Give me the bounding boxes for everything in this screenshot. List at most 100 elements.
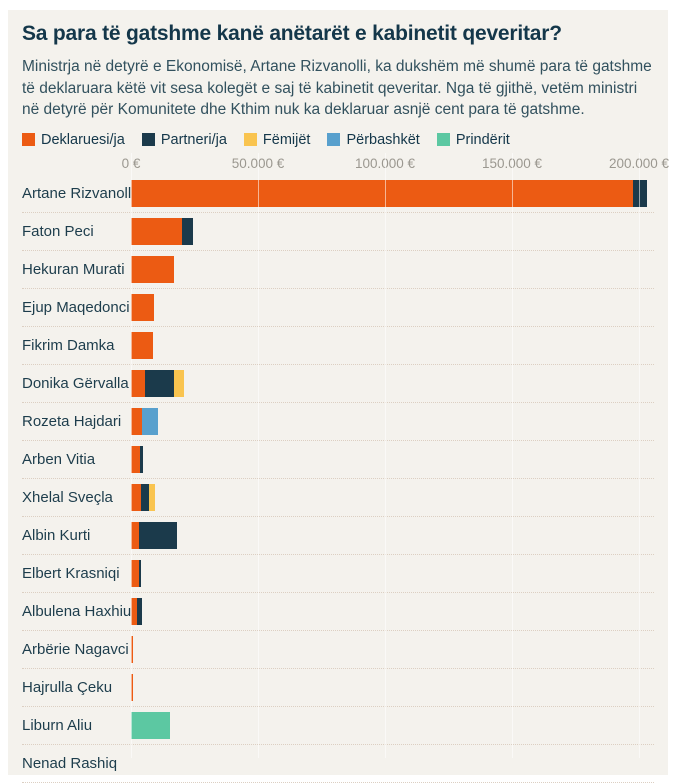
- row-label: Liburn Aliu: [22, 717, 131, 734]
- legend-swatch-perbashket: [327, 133, 340, 146]
- row-label: Artane Rizvanolli: [22, 185, 131, 202]
- bar-segment: [145, 370, 174, 397]
- row-label: Ejup Maqedonci: [22, 299, 131, 316]
- bar-segment: [139, 560, 142, 587]
- chart-row: Liburn Aliu: [22, 707, 654, 745]
- bar: [131, 484, 654, 511]
- bar: [131, 560, 654, 587]
- bar-segment: [131, 180, 633, 207]
- chart-row: Hekuran Murati: [22, 251, 654, 289]
- chart-row: Xhelal Sveçla: [22, 479, 654, 517]
- page-title: Sa para të gatshme kanë anëtarët e kabin…: [22, 22, 654, 46]
- legend-label: Partneri/ja: [161, 132, 227, 148]
- axis-tick-label: 150.000 €: [482, 156, 542, 171]
- legend-label: Fëmijët: [263, 132, 311, 148]
- bar: [131, 370, 654, 397]
- bar: [131, 180, 654, 207]
- row-label: Hajrulla Çeku: [22, 679, 131, 696]
- legend-label: Përbashkët: [346, 132, 419, 148]
- stacked-bar-chart: 0 €50.000 €100.000 €150.000 €200.000 € A…: [22, 153, 654, 783]
- chart-row: Fikrim Damka: [22, 327, 654, 365]
- legend-swatch-partneri: [142, 133, 155, 146]
- bar: [131, 750, 654, 777]
- row-label: Hekuran Murati: [22, 261, 131, 278]
- bar-segment: [131, 408, 142, 435]
- row-label: Fikrim Damka: [22, 337, 131, 354]
- chart-rows: Artane Rizvanolli Faton Peci Hekuran Murat…: [22, 175, 654, 783]
- chart-row: Arben Vitia: [22, 441, 654, 479]
- row-label: Arbërie Nagavci: [22, 641, 131, 658]
- axis-tick-label: 0 €: [122, 156, 141, 171]
- axis-tick-label: 200.000 €: [609, 156, 669, 171]
- chart-legend: Deklaruesi/ja Partneri/ja Fëmijët Përbashkë…: [22, 131, 654, 149]
- bar: [131, 522, 654, 549]
- bar-segment: [174, 370, 184, 397]
- chart-row: Albin Kurti: [22, 517, 654, 555]
- bar: [131, 636, 654, 663]
- row-label: Elbert Krasniqi: [22, 565, 131, 582]
- bar-segment: [137, 598, 142, 625]
- bar-segment: [139, 522, 178, 549]
- chart-row: Rozeta Hajdari: [22, 403, 654, 441]
- bar: [131, 674, 654, 701]
- bar-segment: [131, 522, 139, 549]
- bar-segment: [131, 218, 182, 245]
- bar: [131, 446, 654, 473]
- chart-description: Ministrja në detyrë e Ekonomisë, Artane …: [22, 56, 654, 121]
- chart-row: Faton Peci: [22, 213, 654, 251]
- bar: [131, 598, 654, 625]
- row-label: Rozeta Hajdari: [22, 413, 131, 430]
- x-axis: 0 €50.000 €100.000 €150.000 €200.000 €: [22, 153, 654, 175]
- bar: [131, 408, 654, 435]
- bar: [131, 294, 654, 321]
- chart-row: Hajrulla Çeku: [22, 669, 654, 707]
- chart-row: Artane Rizvanolli: [22, 175, 654, 213]
- legend-label: Deklaruesi/ja: [41, 132, 125, 148]
- row-label: Faton Peci: [22, 223, 131, 240]
- bar-segment: [142, 408, 158, 435]
- chart-row: Elbert Krasniqi: [22, 555, 654, 593]
- legend-item-prinderit: Prindërit: [437, 132, 510, 148]
- bar-segment: [140, 446, 143, 473]
- bar-segment: [131, 370, 145, 397]
- bar-segment: [131, 674, 133, 701]
- chart-row: Albulena Haxhiu: [22, 593, 654, 631]
- legend-item-deklaruesi: Deklaruesi/ja: [22, 132, 125, 148]
- legend-swatch-deklaruesi: [22, 133, 35, 146]
- bar-segment: [131, 484, 141, 511]
- legend-label: Prindërit: [456, 132, 510, 148]
- bar-segment: [131, 712, 170, 739]
- bar: [131, 332, 654, 359]
- bar-segment: [141, 484, 149, 511]
- legend-item-femijet: Fëmijët: [244, 132, 311, 148]
- axis-tick-label: 50.000 €: [232, 156, 285, 171]
- chart-card: Sa para të gatshme kanë anëtarët e kabin…: [8, 10, 668, 775]
- bar-segment: [131, 560, 139, 587]
- legend-swatch-prinderit: [437, 133, 450, 146]
- legend-item-partneri: Partneri/ja: [142, 132, 227, 148]
- bar-segment: [131, 332, 153, 359]
- chart-row: Donika Gërvalla: [22, 365, 654, 403]
- bar: [131, 256, 654, 283]
- chart-row: Nenad Rashiq: [22, 745, 654, 783]
- chart-row: Ejup Maqedonci: [22, 289, 654, 327]
- legend-item-perbashket: Përbashkët: [327, 132, 419, 148]
- bar: [131, 712, 654, 739]
- bar-segment: [131, 256, 174, 283]
- row-label: Arben Vitia: [22, 451, 131, 468]
- axis-tick-label: 100.000 €: [355, 156, 415, 171]
- bar: [131, 218, 654, 245]
- row-label: Donika Gërvalla: [22, 375, 131, 392]
- legend-swatch-femijet: [244, 133, 257, 146]
- bar-segment: [149, 484, 155, 511]
- bar-segment: [633, 180, 647, 207]
- row-label: Nenad Rashiq: [22, 755, 131, 772]
- row-label: Xhelal Sveçla: [22, 489, 131, 506]
- bar-segment: [131, 294, 154, 321]
- row-label: Albulena Haxhiu: [22, 603, 131, 620]
- bar-segment: [182, 218, 193, 245]
- row-label: Albin Kurti: [22, 527, 131, 544]
- bar-segment: [131, 446, 140, 473]
- chart-row: Arbërie Nagavci: [22, 631, 654, 669]
- bar-segment: [131, 636, 133, 663]
